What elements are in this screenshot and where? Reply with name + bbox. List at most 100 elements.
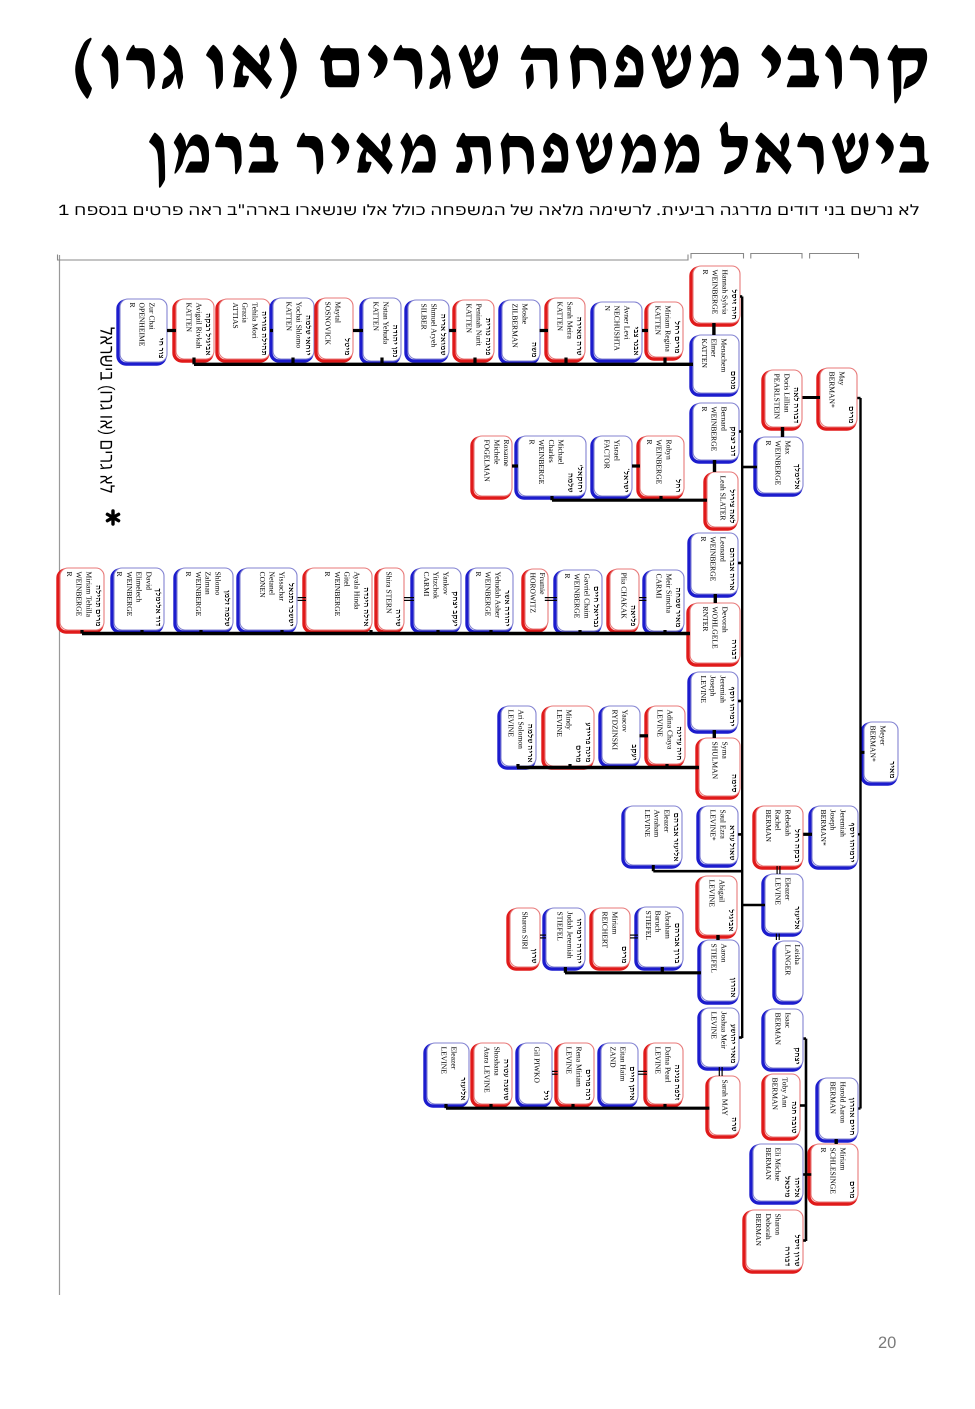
svg-text:Judah Jeremiah: Judah Jeremiah [565,912,574,959]
svg-text:OPENHEIME: OPENHEIME [138,303,147,347]
svg-text:Netanel: Netanel [268,572,277,596]
svg-text:WEINBERGE: WEINBERGE [711,270,720,315]
svg-text:Mindy: Mindy [565,710,574,730]
svg-text:Gil PIWKO: Gil PIWKO [532,1047,541,1084]
svg-text:Eleazer: Eleazer [449,1047,458,1070]
svg-text:BERMAN: BERMAN [771,1078,780,1111]
svg-text:WEINBERGE: WEINBERGE [573,574,582,619]
svg-text:Avraham: Avraham [653,810,662,838]
svg-text:R: R [184,572,193,578]
svg-text:WEINBERGE: WEINBERGE [655,440,664,485]
svg-text:SILBER: SILBER [420,304,429,331]
svg-text:Zur Chai: Zur Chai [147,303,156,330]
svg-text:Toby Ann: Toby Ann [780,1078,789,1108]
svg-text:KATTEN: KATTEN [465,304,474,334]
svg-text:WEINBERGE: WEINBERGE [537,440,546,485]
svg-text:Avigail Rivkah: Avigail Rivkah [194,303,203,349]
svg-text:Eleazer: Eleazer [662,810,671,833]
svg-text:LEVINE: LEVINE [656,710,665,738]
svg-text:Yitzchok: Yitzchok [432,572,441,600]
svg-text:R: R [699,537,708,543]
svg-text:BERMAN*: BERMAN* [819,810,828,846]
svg-text:WEINBERGE: WEINBERGE [710,407,719,452]
svg-text:Joseph: Joseph [829,810,838,831]
svg-text:Yaacov: Yaacov [620,710,629,733]
svg-text:HOROWITZ: HOROWITZ [528,573,537,614]
svg-text:RYDZINSKI: RYDZINSKI [611,710,620,751]
svg-text:WEINBERGE: WEINBERGE [125,572,134,617]
svg-text:BERMAN: BERMAN [829,1082,838,1115]
svg-text:Robyn: Robyn [664,440,673,460]
svg-text:KATTEN: KATTEN [285,302,294,332]
svg-text:R: R [128,303,137,309]
svg-text:Plia CHAKAK: Plia CHAKAK [619,573,628,620]
svg-text:R: R [323,572,332,578]
svg-text:Abigail: Abigail [717,880,726,903]
svg-text:R: R [700,407,709,413]
svg-text:RNTER: RNTER [701,607,710,633]
svg-text:Michael: Michael [557,440,566,465]
svg-text:WEINBERGE: WEINBERGE [774,441,783,486]
svg-text:R: R [764,441,773,447]
svg-text:Moshe: Moshe [520,304,529,325]
svg-text:Leonard: Leonard [718,537,727,563]
svg-text:Doris Lillian: Doris Lillian [782,374,791,413]
svg-text:Yisrael: Yisrael [612,440,621,462]
svg-text:Leisha: Leisha [793,945,802,966]
svg-text:Sarah Meira: Sarah Meira [565,302,574,340]
svg-text:STIEFEL: STIEFEL [710,944,719,974]
svg-text:LEVINE: LEVINE [708,880,717,908]
svg-text:Gitel: Gitel [343,572,352,587]
svg-text:Yankov: Yankov [441,572,450,595]
svg-text:ZILBERMAN: ZILBERMAN [511,304,520,349]
svg-text:Zalman: Zalman [204,572,213,595]
svg-text:Yochai Shlomo: Yochai Shlomo [294,302,303,349]
svg-text:N: N [603,306,612,312]
svg-text:WEINBERGE: WEINBERGE [484,572,493,617]
svg-text:Tehila Mori: Tehila Mori [250,303,259,339]
svg-text:SOSNOVICK: SOSNOVICK [324,302,333,346]
svg-text:Shmuel Aryeh: Shmuel Aryeh [429,304,438,348]
svg-text:BERMAN*: BERMAN* [869,726,878,762]
svg-text:R: R [474,572,483,578]
svg-text:Elmer: Elmer [710,339,719,358]
svg-text:FACTOR: FACTOR [603,440,612,470]
svg-text:Menachem: Menachem [719,339,728,373]
svg-text:Harold Aaron: Harold Aaron [838,1082,847,1124]
svg-text:LEVINE: LEVINE [565,1047,574,1075]
svg-text:KATTEN: KATTEN [700,339,709,369]
svg-text:NECHUSHTA: NECHUSHTA [613,306,622,352]
svg-text:BERMAN: BERMAN [754,1214,763,1247]
svg-text:Baruch: Baruch [654,911,663,933]
svg-text:BERMAN: BERMAN [774,1013,783,1046]
svg-text:Meir Simcha: Meir Simcha [664,574,673,614]
svg-text:Michele: Michele [492,440,501,466]
svg-text:David: David [144,572,153,591]
svg-text:Saul Ezra: Saul Ezra [718,810,727,840]
svg-text:Rachel: Rachel [774,810,783,831]
svg-text:Aaron: Aaron [719,944,728,963]
svg-text:Eli Michae: Eli Michae [774,1148,783,1182]
svg-text:LEVINE: LEVINE [654,1047,663,1075]
svg-text:Ayala Hinda: Ayala Hinda [352,572,361,611]
svg-text:May: May [837,372,846,386]
svg-text:WEINBERGE: WEINBERGE [333,572,342,617]
svg-text:LEVINE*: LEVINE* [709,810,718,841]
svg-text:ZAND: ZAND [609,1047,618,1069]
svg-text:R: R [819,1148,828,1154]
svg-text:Dafna Pearl: Dafna Pearl [663,1047,672,1083]
svg-text:Hannah Sylvia: Hannah Sylvia [720,270,729,316]
svg-text:Jeremiah: Jeremiah [718,676,727,704]
svg-text:Abraham: Abraham [663,911,672,939]
svg-text:Miriam: Miriam [838,1148,847,1171]
svg-text:LEVINE: LEVINE [440,1047,449,1075]
svg-text:CARMI: CARMI [422,572,431,597]
svg-text:Jeremiah: Jeremiah [838,810,847,838]
svg-text:BERMAN: BERMAN [764,1148,773,1181]
svg-text:Frumie: Frumie [538,573,547,596]
svg-text:Ari Solomon: Ari Solomon [516,710,525,750]
svg-text:Max: Max [783,441,792,455]
svg-text:20: 20 [878,1334,896,1352]
svg-text:LEVINE: LEVINE [507,710,516,738]
svg-text:FOGELMAN: FOGELMAN [483,440,492,483]
